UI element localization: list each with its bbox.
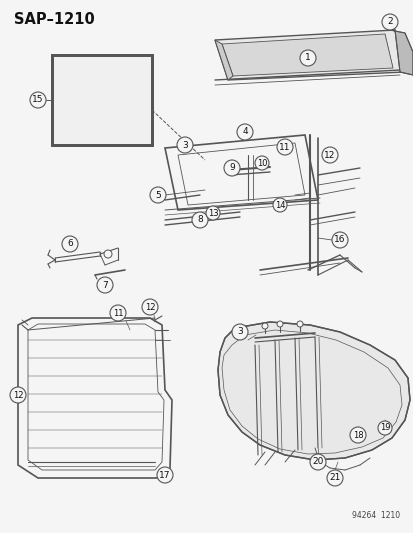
Polygon shape — [389, 30, 412, 75]
Text: 13: 13 — [207, 208, 218, 217]
Circle shape — [326, 470, 342, 486]
Circle shape — [62, 236, 78, 252]
Text: 18: 18 — [352, 431, 363, 440]
Text: 5: 5 — [155, 190, 161, 199]
Text: 9: 9 — [228, 164, 234, 173]
Text: 2: 2 — [386, 18, 392, 27]
Circle shape — [192, 212, 207, 228]
Circle shape — [231, 324, 247, 340]
Circle shape — [30, 92, 46, 108]
Text: 15: 15 — [32, 95, 44, 104]
Circle shape — [296, 321, 302, 327]
Circle shape — [309, 454, 325, 470]
Text: 10: 10 — [256, 158, 267, 167]
Circle shape — [236, 124, 252, 140]
Circle shape — [381, 14, 397, 30]
Text: 12: 12 — [323, 150, 335, 159]
Text: SAP–1210: SAP–1210 — [14, 12, 95, 27]
Circle shape — [331, 232, 347, 248]
Text: 3: 3 — [237, 327, 242, 336]
Circle shape — [261, 323, 267, 329]
Text: 11: 11 — [112, 309, 123, 318]
Text: 7: 7 — [102, 280, 108, 289]
Text: 16: 16 — [333, 236, 345, 245]
Polygon shape — [52, 55, 152, 145]
Circle shape — [223, 160, 240, 176]
Circle shape — [349, 427, 365, 443]
Circle shape — [10, 387, 26, 403]
Text: 4: 4 — [242, 127, 247, 136]
Polygon shape — [221, 34, 392, 76]
Text: 11: 11 — [279, 142, 290, 151]
Text: 8: 8 — [197, 215, 202, 224]
Circle shape — [177, 137, 192, 153]
Circle shape — [150, 187, 166, 203]
Text: 94264  1210: 94264 1210 — [351, 511, 399, 520]
Circle shape — [272, 198, 286, 212]
Text: 1: 1 — [304, 53, 310, 62]
Circle shape — [97, 277, 113, 293]
Circle shape — [104, 250, 112, 258]
Text: 20: 20 — [311, 457, 323, 466]
Circle shape — [299, 50, 315, 66]
Polygon shape — [214, 40, 233, 80]
Circle shape — [254, 156, 268, 170]
Text: 19: 19 — [379, 424, 389, 432]
Text: 6: 6 — [67, 239, 73, 248]
Text: 17: 17 — [159, 471, 170, 480]
Polygon shape — [214, 30, 404, 80]
Circle shape — [157, 467, 173, 483]
Circle shape — [276, 139, 292, 155]
Circle shape — [206, 206, 219, 220]
Text: 12: 12 — [145, 303, 155, 311]
Text: 14: 14 — [274, 200, 285, 209]
Circle shape — [276, 321, 282, 327]
Circle shape — [142, 299, 158, 315]
Circle shape — [110, 305, 126, 321]
Text: 3: 3 — [182, 141, 188, 149]
Circle shape — [377, 421, 391, 435]
Text: 21: 21 — [328, 473, 340, 482]
Circle shape — [321, 147, 337, 163]
Text: 12: 12 — [13, 391, 23, 400]
Polygon shape — [218, 322, 409, 460]
